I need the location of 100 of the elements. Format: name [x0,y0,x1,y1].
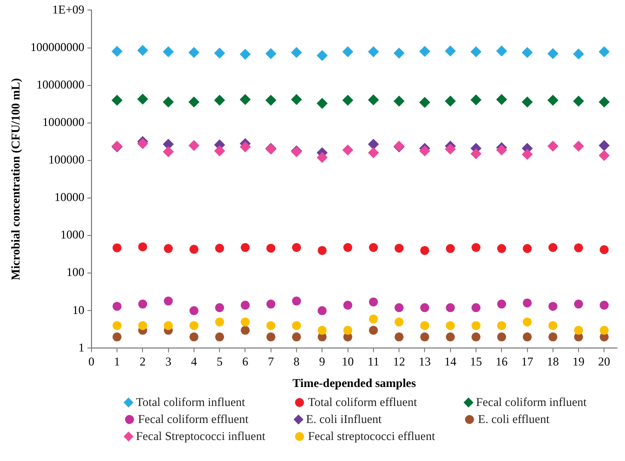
point [343,243,352,252]
point [292,296,302,306]
point [368,243,378,252]
point [419,46,430,57]
legend-label: E. coli effluent [478,412,550,427]
point [574,243,584,252]
x-tick-label: 17 [521,354,534,369]
point [394,332,404,342]
point [547,94,558,106]
point [598,140,610,151]
point [112,321,122,330]
x-tick-label: 11 [368,354,380,369]
point [137,94,148,105]
point [419,145,430,156]
y-tick-label: 1E+09 [52,2,84,16]
point [343,326,352,335]
point [600,245,609,254]
legend-label: Fecal coliform effluent [138,412,248,427]
point [444,144,456,155]
point [471,332,480,342]
point [598,46,610,58]
point [368,314,378,324]
point [138,321,148,330]
y-tick-label: 100000 [48,152,84,167]
point [547,48,558,60]
point [266,321,276,330]
point [600,326,609,335]
point [394,48,405,59]
point [266,244,276,253]
y-tick-label: 10000 [54,190,84,204]
point [318,326,327,335]
point [446,332,455,342]
point [240,317,250,326]
point [137,44,148,56]
point [548,243,558,252]
point [318,306,327,316]
point [470,94,482,106]
point [548,321,558,330]
point [497,321,506,330]
point [316,98,328,109]
point [420,321,430,330]
y-tick-label: 100000000 [30,40,84,54]
x-tick-label: 7 [268,354,274,369]
point [240,243,250,252]
y-tick-label: 1000000 [42,115,84,130]
point [496,94,508,105]
point [394,244,404,253]
point [189,306,198,316]
point [265,48,276,60]
point [215,317,224,326]
x-tick-label: 0 [88,354,94,369]
point [112,46,123,57]
point [112,94,123,106]
point [471,243,480,252]
point [368,326,378,335]
point [368,147,379,158]
point [214,48,226,59]
point [420,303,430,312]
x-tick-label: 8 [294,354,300,369]
point [522,46,533,58]
point [368,297,378,306]
point [316,152,328,163]
x-tick-label: 2 [140,354,146,369]
legend-label: Fecal streptococci effluent [308,429,436,444]
point [573,96,584,107]
point [189,321,198,330]
point [292,332,302,342]
point [266,332,276,342]
point [600,300,609,310]
y-tick-label: 100 [66,265,84,280]
x-tick-label: 12 [393,354,406,369]
x-axis-title: Time-depended samples [292,376,416,390]
y-tick-label: 1000 [60,228,84,242]
x-tick-label: 4 [190,354,197,369]
point [497,300,506,309]
point [112,243,122,252]
point [394,317,404,326]
point [240,94,251,105]
point [522,148,533,160]
point [446,303,455,312]
point [394,303,404,312]
point [240,141,251,152]
x-tick-label: 10 [342,354,354,369]
x-tick-label: 16 [496,354,508,369]
point [446,244,455,254]
point [496,45,508,56]
point [292,321,302,330]
x-tick-label: 15 [470,354,482,369]
legend-label: Fecal coliform influent [476,395,587,410]
point [162,46,174,58]
x-tick-label: 1 [114,354,120,369]
point [471,321,480,330]
point [215,303,224,312]
point [188,46,200,58]
x-tick-label: 5 [216,354,223,369]
point [318,246,327,255]
legend-label: E. coli iInfluent [306,412,382,427]
point [598,96,610,108]
point [574,300,584,309]
point [522,317,532,326]
